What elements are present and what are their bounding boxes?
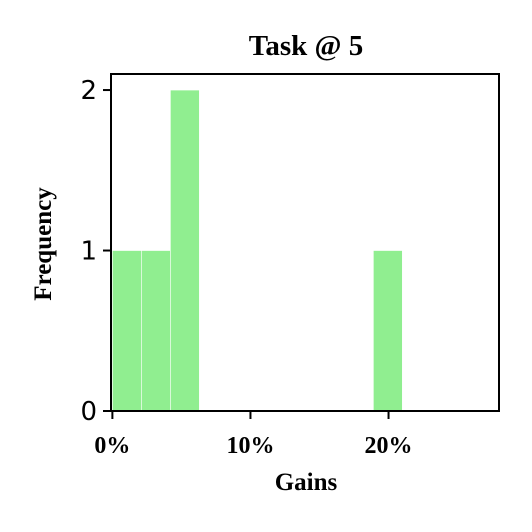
histogram-bar: [141, 250, 171, 412]
x-tick-label: 10%: [226, 433, 274, 459]
x-tick-label: 0%: [94, 433, 130, 459]
y-axis-label: Frequency: [30, 187, 57, 301]
bars-group: [112, 89, 403, 412]
y-tick-label: 1: [80, 237, 97, 267]
histogram-bar: [170, 89, 200, 412]
histogram-bar: [373, 250, 403, 412]
y-axis-ticks: 0 1 2: [80, 76, 111, 427]
y-tick-label: 2: [80, 76, 97, 106]
chart-title: Task @ 5: [249, 30, 364, 62]
histogram-bar: [112, 250, 142, 412]
x-tick-label: 20%: [365, 433, 413, 459]
x-axis-label: Gains: [275, 469, 338, 496]
x-axis-ticks: 0% 10% 20%: [94, 411, 413, 459]
y-tick-label: 0: [80, 397, 97, 427]
plot-frame: [110, 73, 500, 412]
